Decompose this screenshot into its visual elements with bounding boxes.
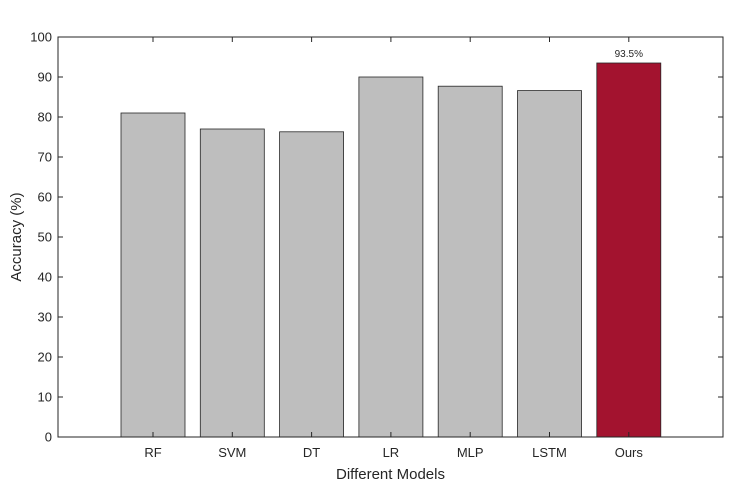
y-tick-label: 30 [38,310,52,325]
ticks-group [58,36,723,438]
y-tick-label: 0 [45,430,52,445]
x-tick-label: MLP [457,445,484,460]
x-axis-label: Different Models [336,466,445,483]
bar-rf [120,112,186,438]
y-tick-label: 90 [38,70,52,85]
x-tick-label: SVM [218,445,246,460]
bar-dt [279,131,345,438]
bar-lr [358,76,424,438]
y-tick-label: 70 [38,150,52,165]
x-tick-label: LR [383,445,400,460]
x-tick-label: RF [144,445,161,460]
x-tick-label: Ours [615,445,644,460]
y-tick-label: 60 [38,190,52,205]
plot-frame [57,36,724,438]
bars-group [120,62,662,438]
y-tick-label: 40 [38,270,52,285]
bar-ours [596,62,662,438]
data-label-ours: 93.5% [615,49,643,60]
y-tick-label: 100 [30,30,52,45]
y-axis-label: Accuracy (%) [8,192,25,281]
y-tick-label: 20 [38,350,52,365]
x-tick-label: DT [303,445,320,460]
bar-svm [199,128,265,438]
y-tick-label: 80 [38,110,52,125]
bar-lstm [517,90,582,438]
y-tick-label: 50 [38,230,52,245]
bar-mlp [437,85,503,438]
x-tick-label: LSTM [532,445,567,460]
labels-group: RF SVM DT LR MLP LSTM Ours 0 10 20 30 40 50 60 70 80 90 1… [30,30,643,461]
y-tick-label: 10 [38,390,52,405]
